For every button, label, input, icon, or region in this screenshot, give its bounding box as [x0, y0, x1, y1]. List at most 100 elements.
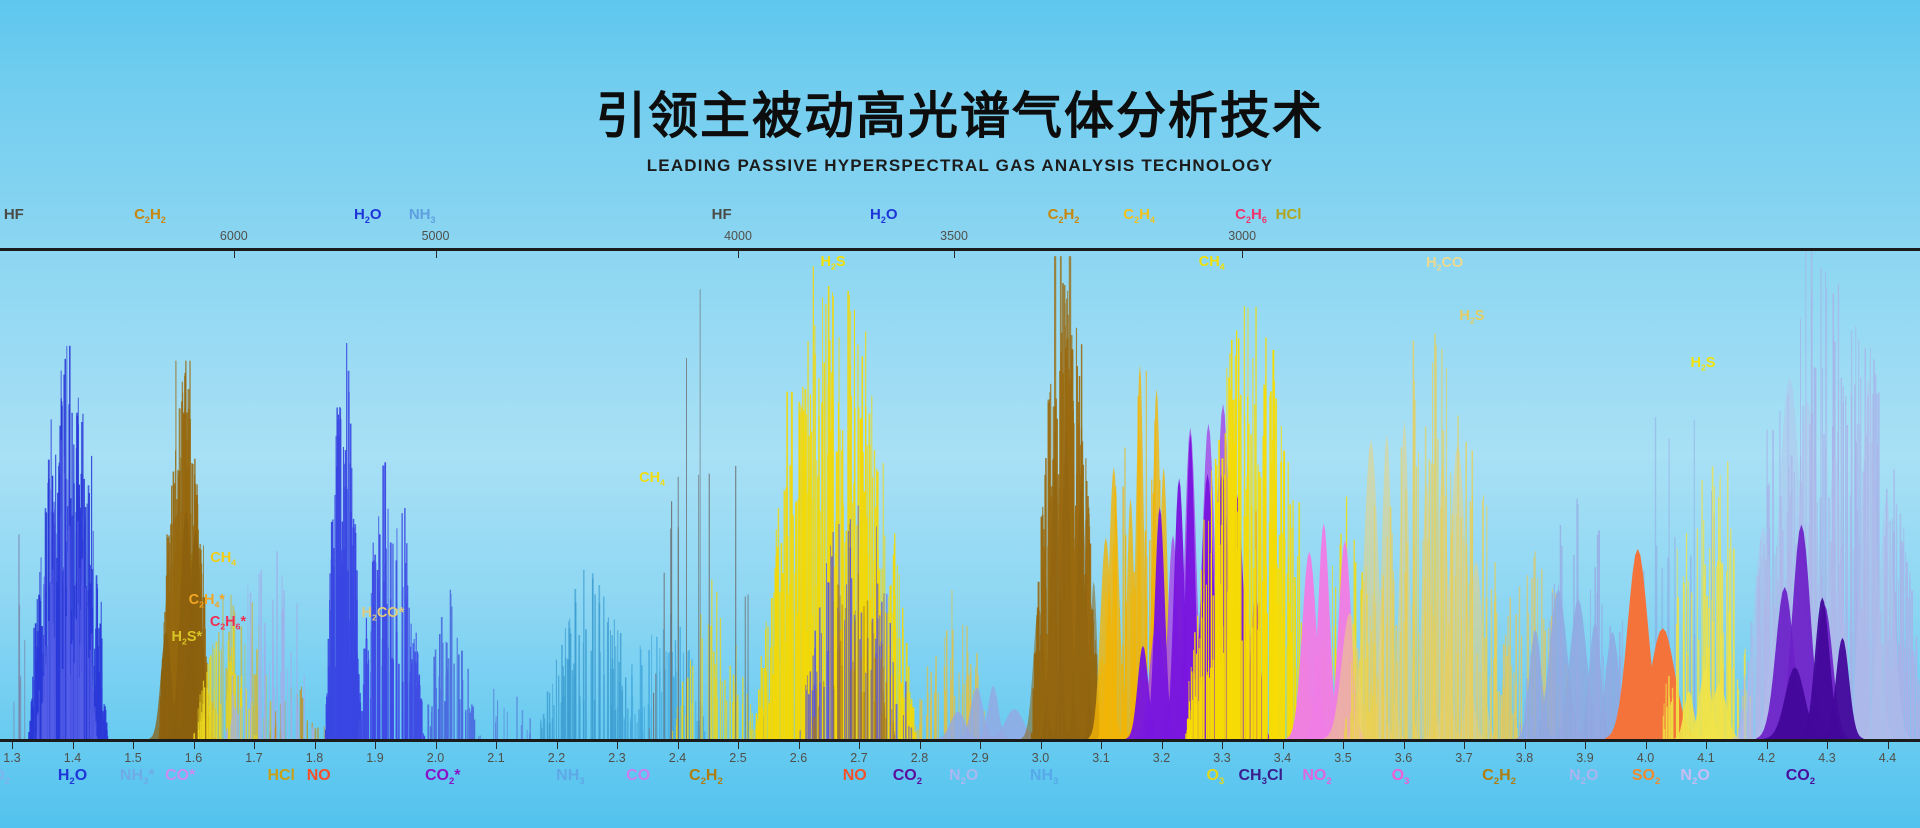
bottom-axis-tick — [1706, 742, 1707, 749]
plot-molecule-label-h2s: H2S* — [171, 628, 203, 647]
band-h2o-blue-light — [36, 440, 98, 739]
bottom-axis-tick-label: 3.7 — [1455, 751, 1473, 765]
bottom-molecule-label-h2o: H2O — [57, 767, 88, 788]
top-molecule-label-hf: HF — [3, 206, 24, 223]
band-hf-gray-left — [13, 534, 26, 739]
band-nh3-cyan — [540, 569, 644, 739]
bottom-axis-tick-label: 3.9 — [1576, 751, 1594, 765]
bottom-molecule-label-c2h2: C2H2 — [689, 767, 723, 788]
spectra-plot — [13, 251, 1920, 739]
bottom-axis-tick-label: 1.4 — [63, 751, 82, 765]
bottom-axis-tick-label: 3.4 — [1273, 751, 1292, 765]
top-axis-tick-label: 3500 — [940, 229, 968, 243]
bottom-axis-tick — [254, 742, 255, 749]
band-so2-orange-bells — [1604, 548, 1702, 739]
plot-molecule-label-ch4: CH4 — [639, 469, 665, 488]
bottom-axis-tick — [1222, 742, 1223, 749]
bottom-molecule-label-o3: O3 — [1206, 767, 1225, 788]
bottom-axis-tick-label: 3.6 — [1394, 751, 1413, 765]
band-periwinkle-sparse — [225, 551, 315, 739]
bottom-molecule-label-co2: CO2 — [1785, 767, 1816, 788]
bottom-molecule-label-n2o: N2O — [948, 767, 979, 788]
page-title: 引领主被动高光谱气体分析技术 — [596, 88, 1324, 144]
bottom-axis-tick — [1282, 742, 1284, 749]
bottom-molecule-label-n2o: N2O — [1680, 767, 1710, 788]
bottom-molecule-label-nh3: NH3* — [119, 767, 155, 788]
bottom-axis-tick-label: 1.5 — [124, 751, 142, 765]
plot-molecule-label-h2s: H2S — [1690, 354, 1716, 373]
top-axis-tick — [435, 251, 437, 258]
top-axis-line — [0, 248, 1920, 251]
plot-molecule-label-h2s: H2S — [1459, 307, 1485, 326]
bottom-molecule-label-no: NO — [306, 767, 331, 784]
bottom-axis-tick-label: 4.2 — [1757, 751, 1776, 765]
plot-molecule-label-h2co: H2CO* — [361, 604, 405, 623]
bottom-axis-tick — [193, 742, 195, 749]
bottom-axis-tick-label: 4.0 — [1636, 751, 1655, 765]
band-h2s-gold-lines — [1344, 333, 1519, 739]
bottom-axis-tick — [1464, 742, 1465, 749]
top-axis-tick-label: 6000 — [219, 229, 248, 243]
band-yellow-bottom-mass — [1673, 668, 1743, 739]
bottom-axis-tick — [738, 742, 739, 749]
bottom-molecule-label-ch3cl: CH3Cl — [1238, 767, 1283, 788]
bottom-molecule-label-o2: O2 — [0, 768, 11, 788]
bottom-axis-tick-label: 3.1 — [1092, 751, 1110, 765]
bottom-axis-tick-label: 2.0 — [426, 751, 445, 765]
bottom-axis-tick-label: 4.3 — [1818, 751, 1836, 765]
top-molecule-label-c2h4: C2H4 — [1123, 206, 1155, 225]
bottom-molecule-label-n2o: N2O — [1569, 767, 1599, 788]
bottom-axis-tick-label: 2.3 — [608, 751, 626, 765]
plot-molecule-label-c2h4: C2H4* — [188, 591, 225, 610]
bottom-molecule-label-c2h2: C2H2 — [1482, 767, 1516, 788]
bottom-axis-tick — [1343, 742, 1344, 749]
bottom-molecule-label-no2: NO2 — [1302, 767, 1332, 788]
bottom-axis-tick-label: 3.3 — [1213, 751, 1231, 765]
bottom-axis-tick — [980, 742, 981, 749]
plot-molecule-label-h2co: H2CO — [1426, 254, 1464, 273]
bottom-molecule-label-co: CO — [626, 767, 651, 784]
bottom-axis-tick — [1645, 742, 1647, 749]
band-h2s-yellow-massif — [755, 266, 917, 739]
bottom-axis-tick-label: 4.4 — [1878, 751, 1897, 765]
plot-molecule-label-ch4: CH4 — [210, 549, 237, 568]
bottom-axis-tick — [72, 742, 74, 749]
bottom-molecule-label-nh3: NH3 — [1029, 767, 1059, 788]
bottom-axis-tick-label: 2.2 — [547, 751, 566, 765]
top-axis-tick-label: 3000 — [1228, 229, 1257, 243]
bottom-molecule-label-no: NO — [842, 767, 867, 784]
band-h2co-royal-dense — [324, 343, 363, 739]
top-axis-tick-label: 4000 — [724, 229, 752, 243]
top-molecule-label-h2o: H2O — [353, 206, 382, 225]
top-axis-tick-label: 5000 — [421, 229, 450, 243]
band-steel-sparse — [477, 688, 531, 739]
band-hcl-no-small — [269, 686, 332, 739]
bottom-molecule-label-nh3: NH3 — [556, 767, 585, 788]
bottom-axis-tick-label: 1.9 — [366, 751, 384, 765]
top-molecule-label-c2h2: C2H2 — [134, 206, 166, 225]
top-molecule-label-nh3: NH3 — [408, 206, 436, 225]
band-co2-blue — [427, 589, 476, 739]
bottom-axis-tick-label: 3.2 — [1152, 751, 1171, 765]
bottom-axis-tick-label: 1.7 — [245, 751, 263, 765]
bottom-axis-tick — [1101, 742, 1102, 749]
bottom-axis-tick — [556, 742, 558, 749]
top-axis-tick — [738, 251, 739, 258]
bottom-molecule-label-hcl: HCl — [267, 767, 295, 784]
bottom-axis-tick-label: 2.1 — [487, 751, 505, 765]
band-co2-indigo-bells — [1763, 597, 1864, 739]
plot-molecule-label-c2h6: C2H6* — [209, 613, 247, 632]
top-molecule-label-c2h6: C2H6 — [1235, 206, 1267, 225]
band-c2h2-brown-bells — [1021, 429, 1105, 739]
bottom-axis-tick — [1524, 742, 1526, 749]
top-molecule-label-c2h2: C2H2 — [1047, 206, 1080, 225]
bottom-axis-tick — [1766, 742, 1768, 749]
bottom-axis-tick — [496, 742, 497, 749]
bottom-axis-tick-label: 2.4 — [668, 751, 687, 765]
top-axis-tick — [954, 251, 956, 258]
bottom-axis-tick — [1827, 742, 1828, 749]
bottom-molecule-label-co2: CO2* — [424, 767, 461, 788]
bottom-axis-tick-label: 1.8 — [305, 751, 324, 765]
top-axis-tick — [233, 251, 235, 258]
bottom-axis-tick — [798, 742, 800, 749]
